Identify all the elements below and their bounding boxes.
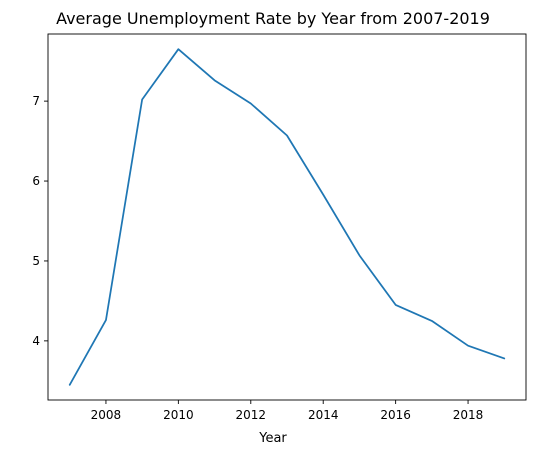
x-axis-label: Year bbox=[258, 431, 287, 446]
x-tick-label: 2010 bbox=[163, 408, 194, 422]
y-axis-ticks: 4 5 6 7 bbox=[32, 94, 48, 348]
y-tick-label: 5 bbox=[32, 254, 40, 268]
x-axis-ticks: 2008 2010 2012 2014 2016 2018 bbox=[91, 400, 484, 422]
x-tick-label: 2016 bbox=[380, 408, 411, 422]
y-tick-label: 7 bbox=[32, 94, 40, 108]
plot-frame bbox=[47, 33, 527, 401]
series-line bbox=[68, 48, 506, 386]
x-tick-label: 2008 bbox=[91, 408, 122, 422]
y-tick-label: 4 bbox=[32, 334, 40, 348]
x-tick-label: 2012 bbox=[236, 408, 267, 422]
y-tick-label: 6 bbox=[32, 174, 40, 188]
chart-title: Average Unemployment Rate by Year from 2… bbox=[56, 9, 490, 28]
x-tick-label: 2018 bbox=[453, 408, 484, 422]
x-tick-label: 2014 bbox=[308, 408, 339, 422]
